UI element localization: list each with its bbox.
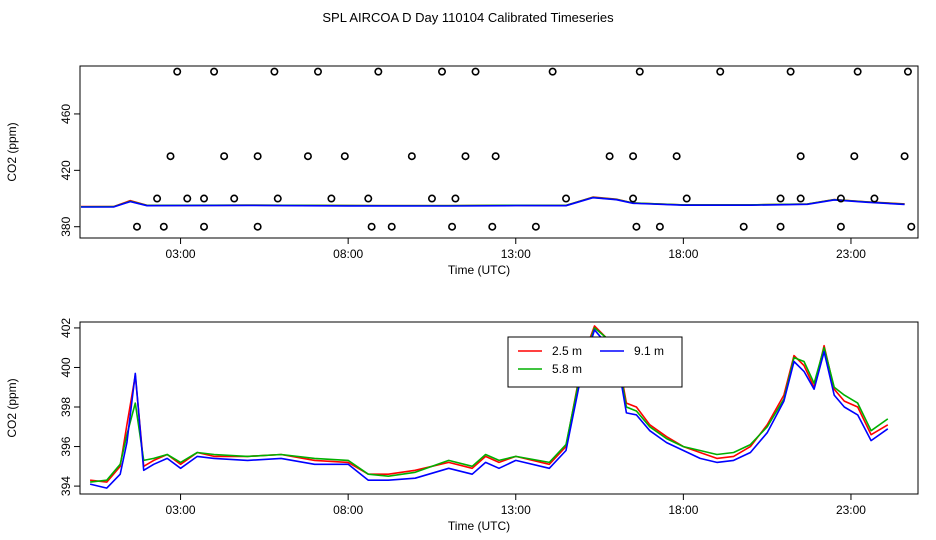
- x-tick-label: 03:00: [166, 503, 196, 517]
- scatter-point: [629, 194, 638, 203]
- bottom-panel: 03:00 08:00 13:00 18:00 23:00 394 396 398 400 402…: [5, 318, 919, 533]
- scatter-point: [903, 67, 912, 76]
- scatter-point: [451, 194, 460, 203]
- scatter-point: [166, 152, 175, 161]
- scatter-point: [132, 222, 141, 231]
- scatter-point: [270, 67, 279, 76]
- legend-label: 5.8 m: [552, 362, 582, 376]
- scatter-point: [327, 194, 336, 203]
- scatter-point: [303, 152, 312, 161]
- scatter-point: [900, 152, 909, 161]
- legend-label: 2.5 m: [552, 344, 582, 358]
- x-tick-label: 18:00: [668, 503, 698, 517]
- scatter-point: [374, 67, 383, 76]
- scatter-point: [364, 194, 373, 203]
- scatter-point: [786, 67, 795, 76]
- x-tick-label: 23:00: [836, 503, 866, 517]
- scatter-point: [850, 152, 859, 161]
- y-tick-label: 420: [59, 160, 73, 180]
- y-tick-label: 460: [59, 104, 73, 124]
- scatter-point: [655, 222, 664, 231]
- scatter-point: [200, 194, 209, 203]
- y-tick-label: 398: [59, 397, 73, 417]
- x-tick-label: 13:00: [501, 503, 531, 517]
- y-axis-label: CO2 (ppm): [5, 122, 19, 181]
- scatter-point: [836, 222, 845, 231]
- legend: 2.5 m 5.8 m 9.1 m: [507, 336, 683, 388]
- scatter-point: [220, 152, 229, 161]
- scatter-point: [672, 152, 681, 161]
- scatter-point: [200, 222, 209, 231]
- scatter-point: [776, 222, 785, 231]
- scatter-point: [210, 67, 219, 76]
- scatter-point: [632, 222, 641, 231]
- series-line-5-8m: [90, 327, 889, 483]
- y-tick-label: 400: [59, 357, 73, 377]
- scatter-point: [159, 222, 168, 231]
- scatter-point: [387, 222, 396, 231]
- scatter-point: [488, 222, 497, 231]
- x-tick-label: 23:00: [836, 247, 866, 261]
- plot-frame: [79, 65, 919, 239]
- scatter-point: [739, 222, 748, 231]
- y-tick-label: 402: [59, 318, 73, 338]
- scatter-point: [796, 152, 805, 161]
- scatter-point: [313, 67, 322, 76]
- plot-area: [81, 196, 905, 208]
- x-tick-label: 08:00: [333, 247, 363, 261]
- scatter-point: [253, 222, 262, 231]
- scatter-point: [907, 222, 916, 231]
- scatter-point: [776, 194, 785, 203]
- scatter-point: [438, 67, 447, 76]
- scatter-point: [183, 194, 192, 203]
- x-tick-label: 03:00: [166, 247, 196, 261]
- x-axis-label: Time (UTC): [448, 519, 510, 533]
- scatter-point: [716, 67, 725, 76]
- scatter-point: [635, 67, 644, 76]
- scatter-point: [853, 67, 862, 76]
- y-tick-label: 394: [59, 476, 73, 496]
- scatter-point: [491, 152, 500, 161]
- legend-box: [507, 336, 683, 388]
- scatter-point: [605, 152, 614, 161]
- x-tick-label: 08:00: [333, 503, 363, 517]
- scatter-point: [471, 67, 480, 76]
- scatter-point: [173, 67, 182, 76]
- scatter-point: [682, 194, 691, 203]
- scatter-point: [531, 222, 540, 231]
- scatter-point: [548, 67, 557, 76]
- plot-frame: [79, 321, 919, 495]
- y-tick-label: 396: [59, 436, 73, 456]
- top-panel: 03:00 08:00 13:00 18:00 23:00 380 420 460 Time (…: [5, 65, 919, 277]
- legend-label: 9.1 m: [634, 344, 664, 358]
- chart-title: SPL AIRCOA D Day 110104 Calibrated Times…: [322, 10, 614, 25]
- scatter-point: [230, 194, 239, 203]
- scatter-point: [273, 194, 282, 203]
- series-line-9-1m: [81, 196, 905, 208]
- scatter-point: [367, 222, 376, 231]
- scatter-point: [562, 194, 571, 203]
- scatter-point: [407, 152, 416, 161]
- scatter-point: [340, 152, 349, 161]
- scatter-point: [836, 194, 845, 203]
- x-tick-label: 13:00: [501, 247, 531, 261]
- series-line-9-1m: [89, 329, 889, 489]
- scatter-point: [796, 194, 805, 203]
- scatter-point: [153, 194, 162, 203]
- x-tick-label: 18:00: [668, 247, 698, 261]
- x-axis-label: Time (UTC): [448, 263, 510, 277]
- scatter-point: [629, 152, 638, 161]
- scatter-point: [427, 194, 436, 203]
- scatter-point: [870, 194, 879, 203]
- plot-area: [89, 325, 889, 489]
- scatter-point: [253, 152, 262, 161]
- scatter-point: [461, 152, 470, 161]
- y-axis-label: CO2 (ppm): [5, 378, 19, 437]
- scatter-point: [448, 222, 457, 231]
- y-tick-label: 380: [59, 216, 73, 236]
